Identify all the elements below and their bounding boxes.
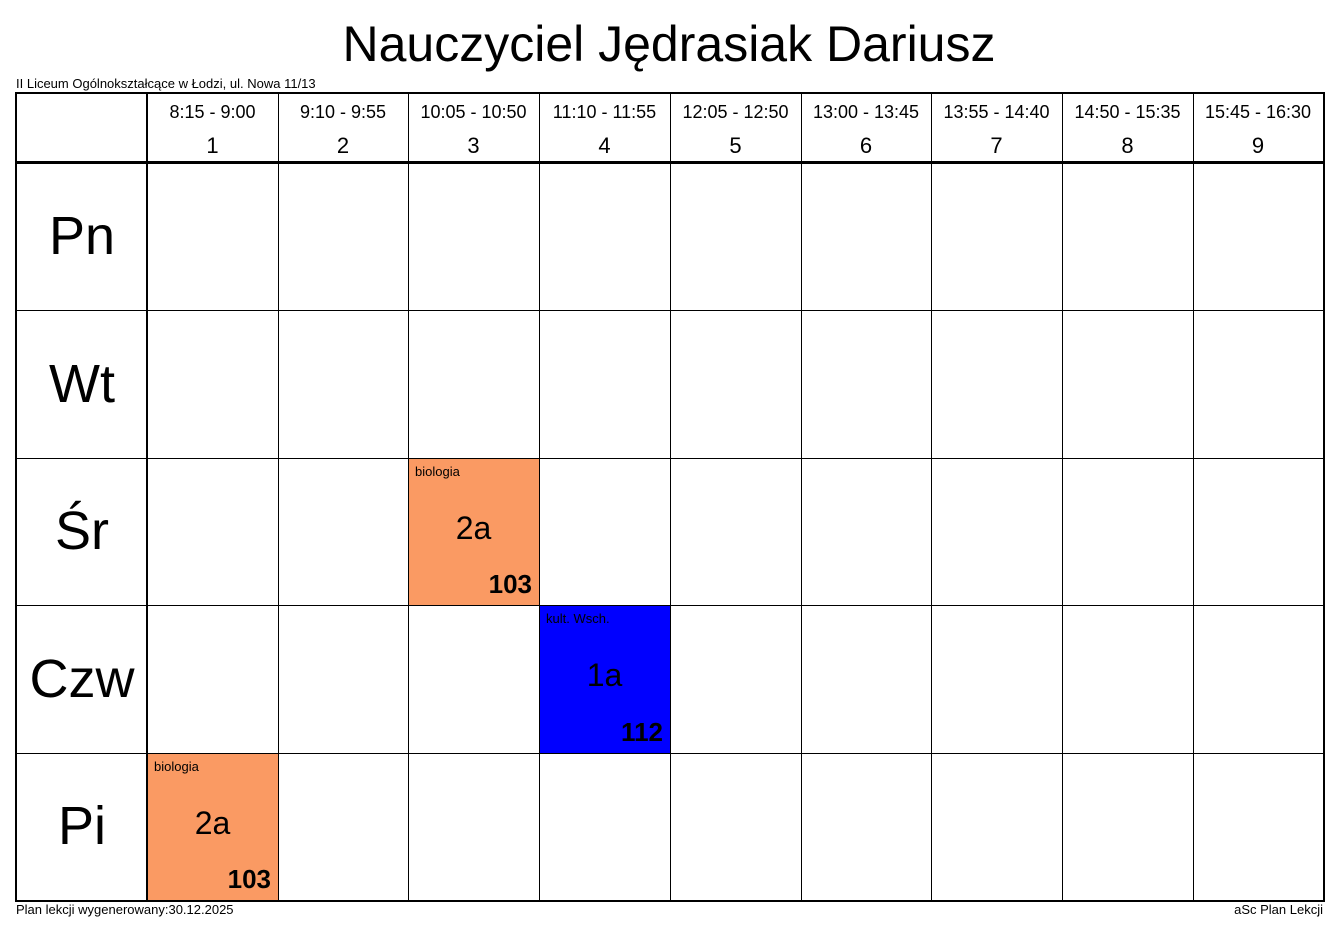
period-time: 14:50 - 15:35 [1074, 102, 1181, 122]
grid-hline [17, 753, 1323, 754]
grid-hline [17, 605, 1323, 606]
lesson-room: 112 [621, 717, 663, 747]
period-time: 8:15 - 9:00 [169, 102, 256, 122]
period-number: 7 [990, 133, 1003, 158]
period-time: 10:05 - 10:50 [420, 102, 527, 122]
period-number: 5 [729, 133, 742, 158]
lesson-room: 103 [227, 864, 271, 894]
day-label: Pi [57, 796, 106, 856]
grid-vline [1062, 94, 1063, 900]
grid-vline [1193, 94, 1194, 900]
period-header-5: 12:05 - 12:50 5 [670, 94, 801, 162]
period-header-6: 13:00 - 13:45 6 [801, 94, 931, 162]
page-title: Nauczyciel Jędrasiak Dariusz [342, 16, 996, 72]
lesson-cell: kult. Wsch. 1a 112 [539, 605, 670, 753]
lesson-cell: biologia 2a 103 [408, 458, 539, 605]
grid-vline [146, 94, 148, 900]
grid-hline [17, 458, 1323, 459]
period-number: 4 [598, 133, 611, 158]
lesson-subject: kult. Wsch. [546, 611, 610, 626]
grid-vline [539, 94, 540, 900]
period-header-2: 9:10 - 9:55 2 [278, 94, 408, 162]
day-label: Śr [55, 501, 109, 561]
generated-date: Plan lekcji wygenerowany:30.12.2025 [16, 902, 234, 917]
period-time: 11:10 - 11:55 [552, 102, 657, 122]
lesson-class: 1a [586, 657, 623, 693]
period-header-1: 8:15 - 9:00 1 [147, 94, 278, 162]
period-number: 6 [859, 133, 873, 158]
grid-vline [278, 94, 279, 900]
day-label: Pn [48, 206, 116, 266]
period-number: 2 [336, 133, 350, 158]
period-header-3: 10:05 - 10:50 3 [408, 94, 539, 162]
school-name: II Liceum Ogólnokształcące w Łodzi, ul. … [16, 76, 316, 91]
grid-vline [931, 94, 932, 900]
lesson-cell: biologia 2a 103 [147, 753, 278, 900]
lesson-class: 2a [455, 510, 492, 546]
lesson-class: 2a [194, 805, 231, 841]
period-number: 9 [1251, 133, 1265, 158]
period-time: 15:45 - 16:30 [1204, 102, 1312, 122]
lesson-subject: biologia [415, 464, 460, 479]
timetable-grid: 8:15 - 9:00 1 9:10 - 9:55 2 10:05 - 10:50 3 11… [15, 92, 1325, 902]
day-label: Wt [49, 354, 115, 414]
lesson-subject: biologia [154, 759, 199, 774]
grid-vline [408, 94, 409, 900]
software-name: aSc Plan Lekcji [1234, 902, 1323, 917]
period-number: 1 [206, 133, 219, 158]
period-header-4: 11:10 - 11:55 4 [539, 94, 670, 162]
period-number: 3 [467, 133, 480, 158]
grid-hline [17, 161, 1323, 164]
period-time: 13:55 - 14:40 [943, 102, 1050, 122]
grid-vline [670, 94, 671, 900]
period-number: 8 [1121, 133, 1134, 158]
period-time: 12:05 - 12:50 [682, 102, 789, 122]
period-header-9: 15:45 - 16:30 9 [1193, 94, 1323, 162]
period-header-7: 13:55 - 14:40 7 [931, 94, 1062, 162]
lesson-room: 103 [488, 569, 532, 599]
period-time: 9:10 - 9:55 [299, 102, 387, 122]
period-header-8: 14:50 - 15:35 8 [1062, 94, 1193, 162]
grid-vline [801, 94, 802, 900]
period-time: 13:00 - 13:45 [812, 102, 920, 122]
grid-hline [17, 310, 1323, 311]
day-label: Czw [29, 649, 135, 709]
